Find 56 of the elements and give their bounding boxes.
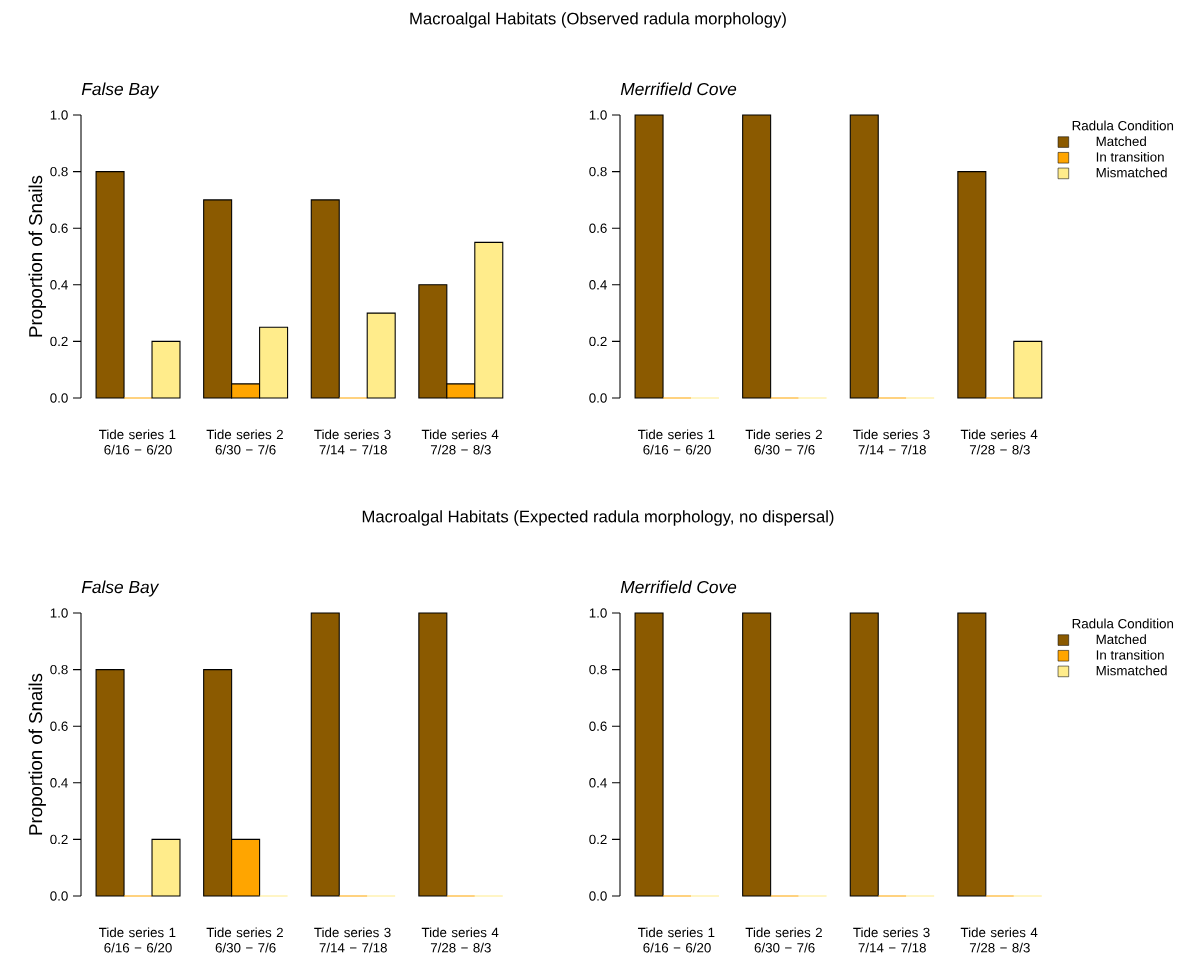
x-tick-label: Tide series 4 7/28 − 8/3 xyxy=(421,927,499,953)
legend-title: Radula Condition xyxy=(1072,120,1174,131)
x-tick-label: Tide series 3 7/14 − 7/18 xyxy=(853,927,930,953)
y-tick-label: 0.8 xyxy=(589,166,607,177)
y-tick-label: 0.4 xyxy=(50,280,68,290)
x-tick-label: Tide series 1 6/16 − 6/20 xyxy=(98,927,176,953)
y-tick-label: 0.2 xyxy=(50,834,68,845)
x-tick-label: Tide series 4 7/28 − 8/3 xyxy=(960,429,1038,455)
y-tick-label: 0.8 xyxy=(50,166,68,177)
y-tick-label: 0.4 xyxy=(589,778,607,788)
y-tick-label: 1.0 xyxy=(589,110,607,120)
y-tick-label: 0.4 xyxy=(50,778,68,788)
chart-subtitle: Merrifield Cove xyxy=(620,82,737,96)
y-tick-label: 0.2 xyxy=(50,336,68,347)
y-tick-label: 0.4 xyxy=(589,280,607,290)
x-tick-label: Tide series 2 6/30 − 7/6 xyxy=(745,429,822,455)
x-tick-label: Tide series 2 6/30 − 7/6 xyxy=(745,927,822,953)
x-tick-label: Tide series 2 6/30 − 7/6 xyxy=(206,429,283,455)
x-tick-label: Tide series 3 7/14 − 7/18 xyxy=(314,927,391,953)
y-axis-title: Proportion of Snails xyxy=(28,673,46,835)
y-tick-label: 0.0 xyxy=(50,393,68,403)
y-tick-label: 0.6 xyxy=(589,721,607,731)
text: Macroalgal Habitats (Observed radula morphology) xyxy=(410,12,786,28)
y-tick-label: 0.0 xyxy=(50,891,68,901)
y-tick-label: 0.0 xyxy=(589,393,607,403)
legend-label: Matched xyxy=(1096,634,1146,645)
y-tick-label: 0.8 xyxy=(589,664,607,675)
x-tick-label: Tide series 1 6/16 − 6/20 xyxy=(637,429,715,455)
y-tick-label: 0.2 xyxy=(589,834,607,845)
legend-label: In transition xyxy=(1096,649,1164,660)
legend-label: In transition xyxy=(1096,151,1164,162)
x-tick-label: Tide series 1 6/16 − 6/20 xyxy=(98,429,176,455)
y-tick-label: 0.6 xyxy=(589,223,607,233)
chart-subtitle: False Bay xyxy=(81,580,160,597)
x-tick-label: Tide series 4 7/28 − 8/3 xyxy=(421,429,499,455)
y-tick-label: 0.0 xyxy=(589,891,607,901)
y-tick-label: 0.6 xyxy=(50,223,68,233)
y-axis-title: Proportion of Snails xyxy=(28,175,46,337)
y-tick-label: 1.0 xyxy=(50,110,68,120)
legend-label: Mismatched xyxy=(1096,665,1167,676)
y-tick-label: 1.0 xyxy=(589,608,607,618)
y-tick-label: 0.8 xyxy=(50,664,68,675)
legend-label: Matched xyxy=(1096,136,1146,147)
x-tick-label: Tide series 1 6/16 − 6/20 xyxy=(637,927,715,953)
y-tick-label: 0.6 xyxy=(50,721,68,731)
text: Macroalgal Habitats (Expected radula morphology, no dispersal) xyxy=(362,510,834,526)
chart-subtitle: False Bay xyxy=(81,82,160,99)
legend-title: Radula Condition xyxy=(1072,618,1174,629)
x-tick-label: Tide series 3 7/14 − 7/18 xyxy=(314,429,391,455)
y-tick-label: 1.0 xyxy=(50,608,68,618)
legend-label: Mismatched xyxy=(1096,167,1167,178)
x-tick-label: Tide series 2 6/30 − 7/6 xyxy=(206,927,283,953)
x-tick-label: Tide series 4 7/28 − 8/3 xyxy=(960,927,1038,953)
x-tick-label: Tide series 3 7/14 − 7/18 xyxy=(853,429,930,455)
y-tick-label: 0.2 xyxy=(589,336,607,347)
chart-subtitle: Merrifield Cove xyxy=(620,580,737,594)
